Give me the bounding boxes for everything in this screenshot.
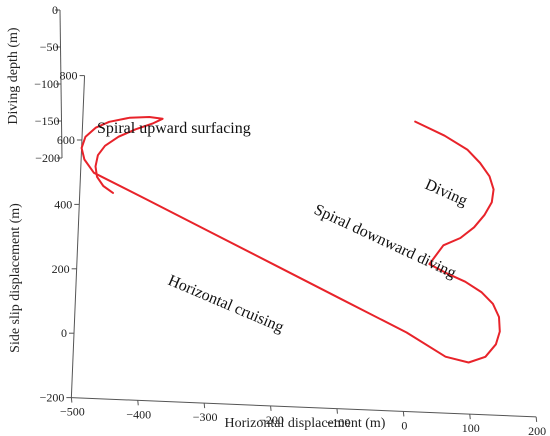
tick-labels: −500 −400 −300 −200 −100 0 100 200−200020040060… bbox=[34, 3, 546, 436]
x-tick-label: −500 bbox=[60, 405, 85, 419]
x-tick-mark bbox=[137, 400, 139, 406]
z-tick-label: 0 bbox=[52, 3, 58, 17]
y-tick-label: 200 bbox=[52, 262, 70, 276]
annotation-spiral-upward: Spiral upward surfacing bbox=[97, 120, 251, 137]
annotation-spiral-downward: Spiral downward diving bbox=[311, 201, 458, 282]
x-tick-label: 100 bbox=[462, 421, 480, 435]
y-axis-line bbox=[70, 75, 86, 398]
axes bbox=[55, 9, 538, 422]
x-tick-label: 200 bbox=[528, 424, 546, 436]
y-tick-label: 400 bbox=[54, 197, 72, 211]
z-tick-label: −50 bbox=[40, 40, 59, 54]
x-axis-line bbox=[71, 397, 537, 418]
y-tick-label: −200 bbox=[40, 391, 65, 405]
annotations: Diving Spiral downward diving Horizontal… bbox=[97, 120, 470, 336]
x-tick-label: −400 bbox=[126, 407, 151, 421]
x-tick-mark bbox=[270, 405, 272, 411]
z-tick-label: −200 bbox=[35, 151, 60, 165]
x-tick-mark bbox=[402, 411, 405, 417]
x-tick-mark bbox=[70, 397, 73, 403]
trajectory-line bbox=[80, 116, 501, 364]
z-tick-label: −100 bbox=[34, 77, 59, 91]
x-tick-label: −200 bbox=[259, 413, 284, 427]
axis-labels: Horizontal displacement (m) Side slip di… bbox=[6, 27, 386, 431]
series-layer bbox=[80, 116, 501, 364]
y-tick-label: 800 bbox=[60, 69, 78, 83]
x-tick-label: 0 bbox=[401, 418, 407, 432]
x-tick-mark bbox=[535, 416, 538, 422]
annotation-diving: Diving bbox=[422, 176, 470, 210]
y-axis-label: Side slip displacement (m) bbox=[8, 203, 23, 353]
x-tick-mark bbox=[469, 414, 471, 420]
x-tick-label: −100 bbox=[326, 416, 351, 430]
x-tick-label: −300 bbox=[193, 410, 218, 424]
x-tick-mark bbox=[203, 403, 206, 409]
x-axis-label: Horizontal displacement (m) bbox=[225, 416, 386, 431]
x-tick-mark bbox=[336, 408, 338, 414]
z-tick-label: −150 bbox=[35, 114, 60, 128]
y-tick-label: 0 bbox=[61, 326, 67, 340]
z-axis-label: Diving depth (m) bbox=[6, 27, 21, 125]
y-tick-label: 600 bbox=[57, 133, 75, 147]
annotation-horizontal-cruising: Horizontal cruising bbox=[165, 272, 286, 336]
